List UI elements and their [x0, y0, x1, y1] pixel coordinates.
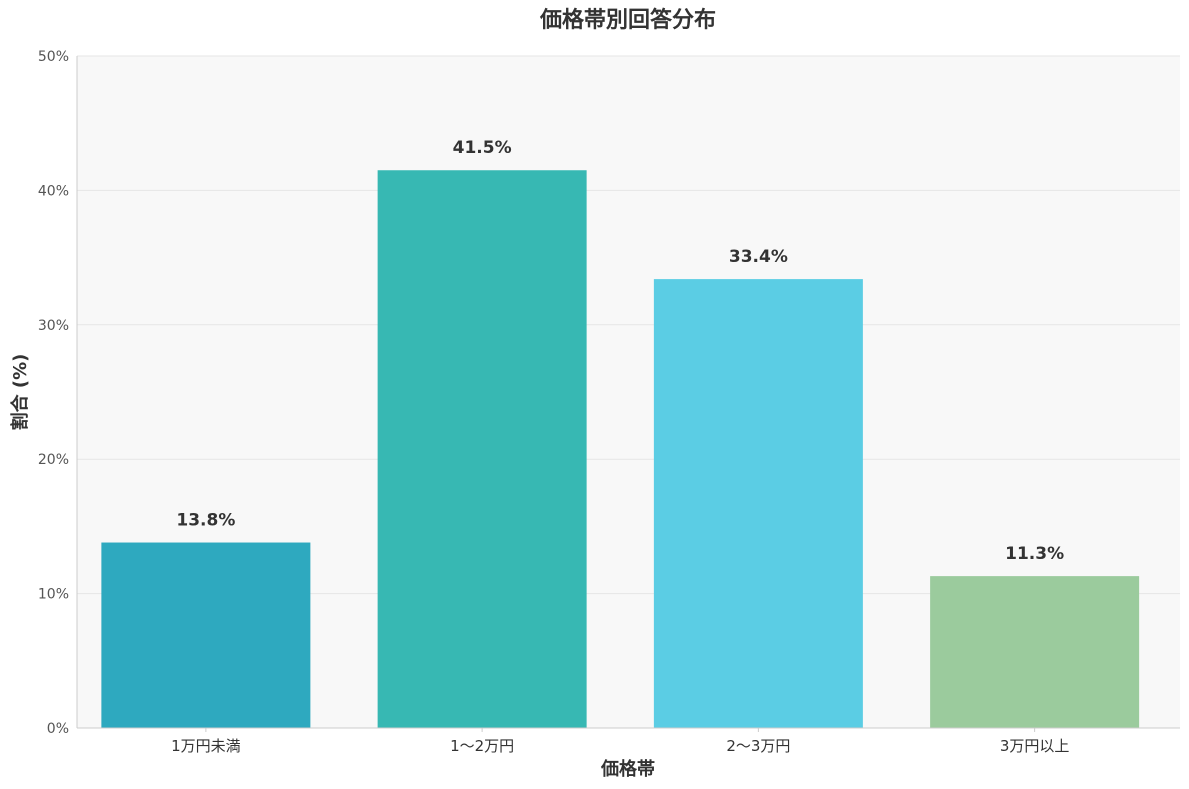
- y-tick-label: 0%: [47, 721, 69, 737]
- x-tick-label: 2〜3万円: [726, 737, 790, 755]
- x-tick-labels: 1万円未満 1〜2万円 2〜3万円 3万円以上: [171, 728, 1069, 755]
- bar: [930, 576, 1140, 728]
- y-tick-label: 40%: [38, 183, 69, 199]
- y-axis-title: 割合 (%): [9, 354, 31, 431]
- x-tick-label: 1〜2万円: [450, 737, 514, 755]
- bar-value-label: 33.4%: [729, 247, 788, 267]
- bars: [101, 170, 1140, 729]
- data-labels: 13.8% 41.5% 33.4% 11.3%: [176, 138, 1064, 564]
- x-tick-label: 3万円以上: [1000, 737, 1070, 755]
- bar-value-label: 11.3%: [1005, 544, 1064, 564]
- x-axis-title: 価格帯: [600, 758, 655, 780]
- bar: [377, 170, 587, 729]
- y-tick-label: 20%: [38, 452, 69, 468]
- bar: [101, 542, 311, 728]
- y-tick-labels: 0% 10% 20% 30% 40% 50%: [38, 49, 69, 737]
- chart-title: 価格帯別回答分布: [539, 7, 716, 33]
- y-tick-label: 30%: [38, 318, 69, 334]
- y-tick-label: 50%: [38, 49, 69, 65]
- bar-value-label: 41.5%: [453, 138, 512, 158]
- bar-value-label: 13.8%: [176, 511, 235, 531]
- y-tick-label: 10%: [38, 587, 69, 603]
- x-tick-label: 1万円未満: [171, 737, 241, 755]
- bar: [653, 279, 863, 728]
